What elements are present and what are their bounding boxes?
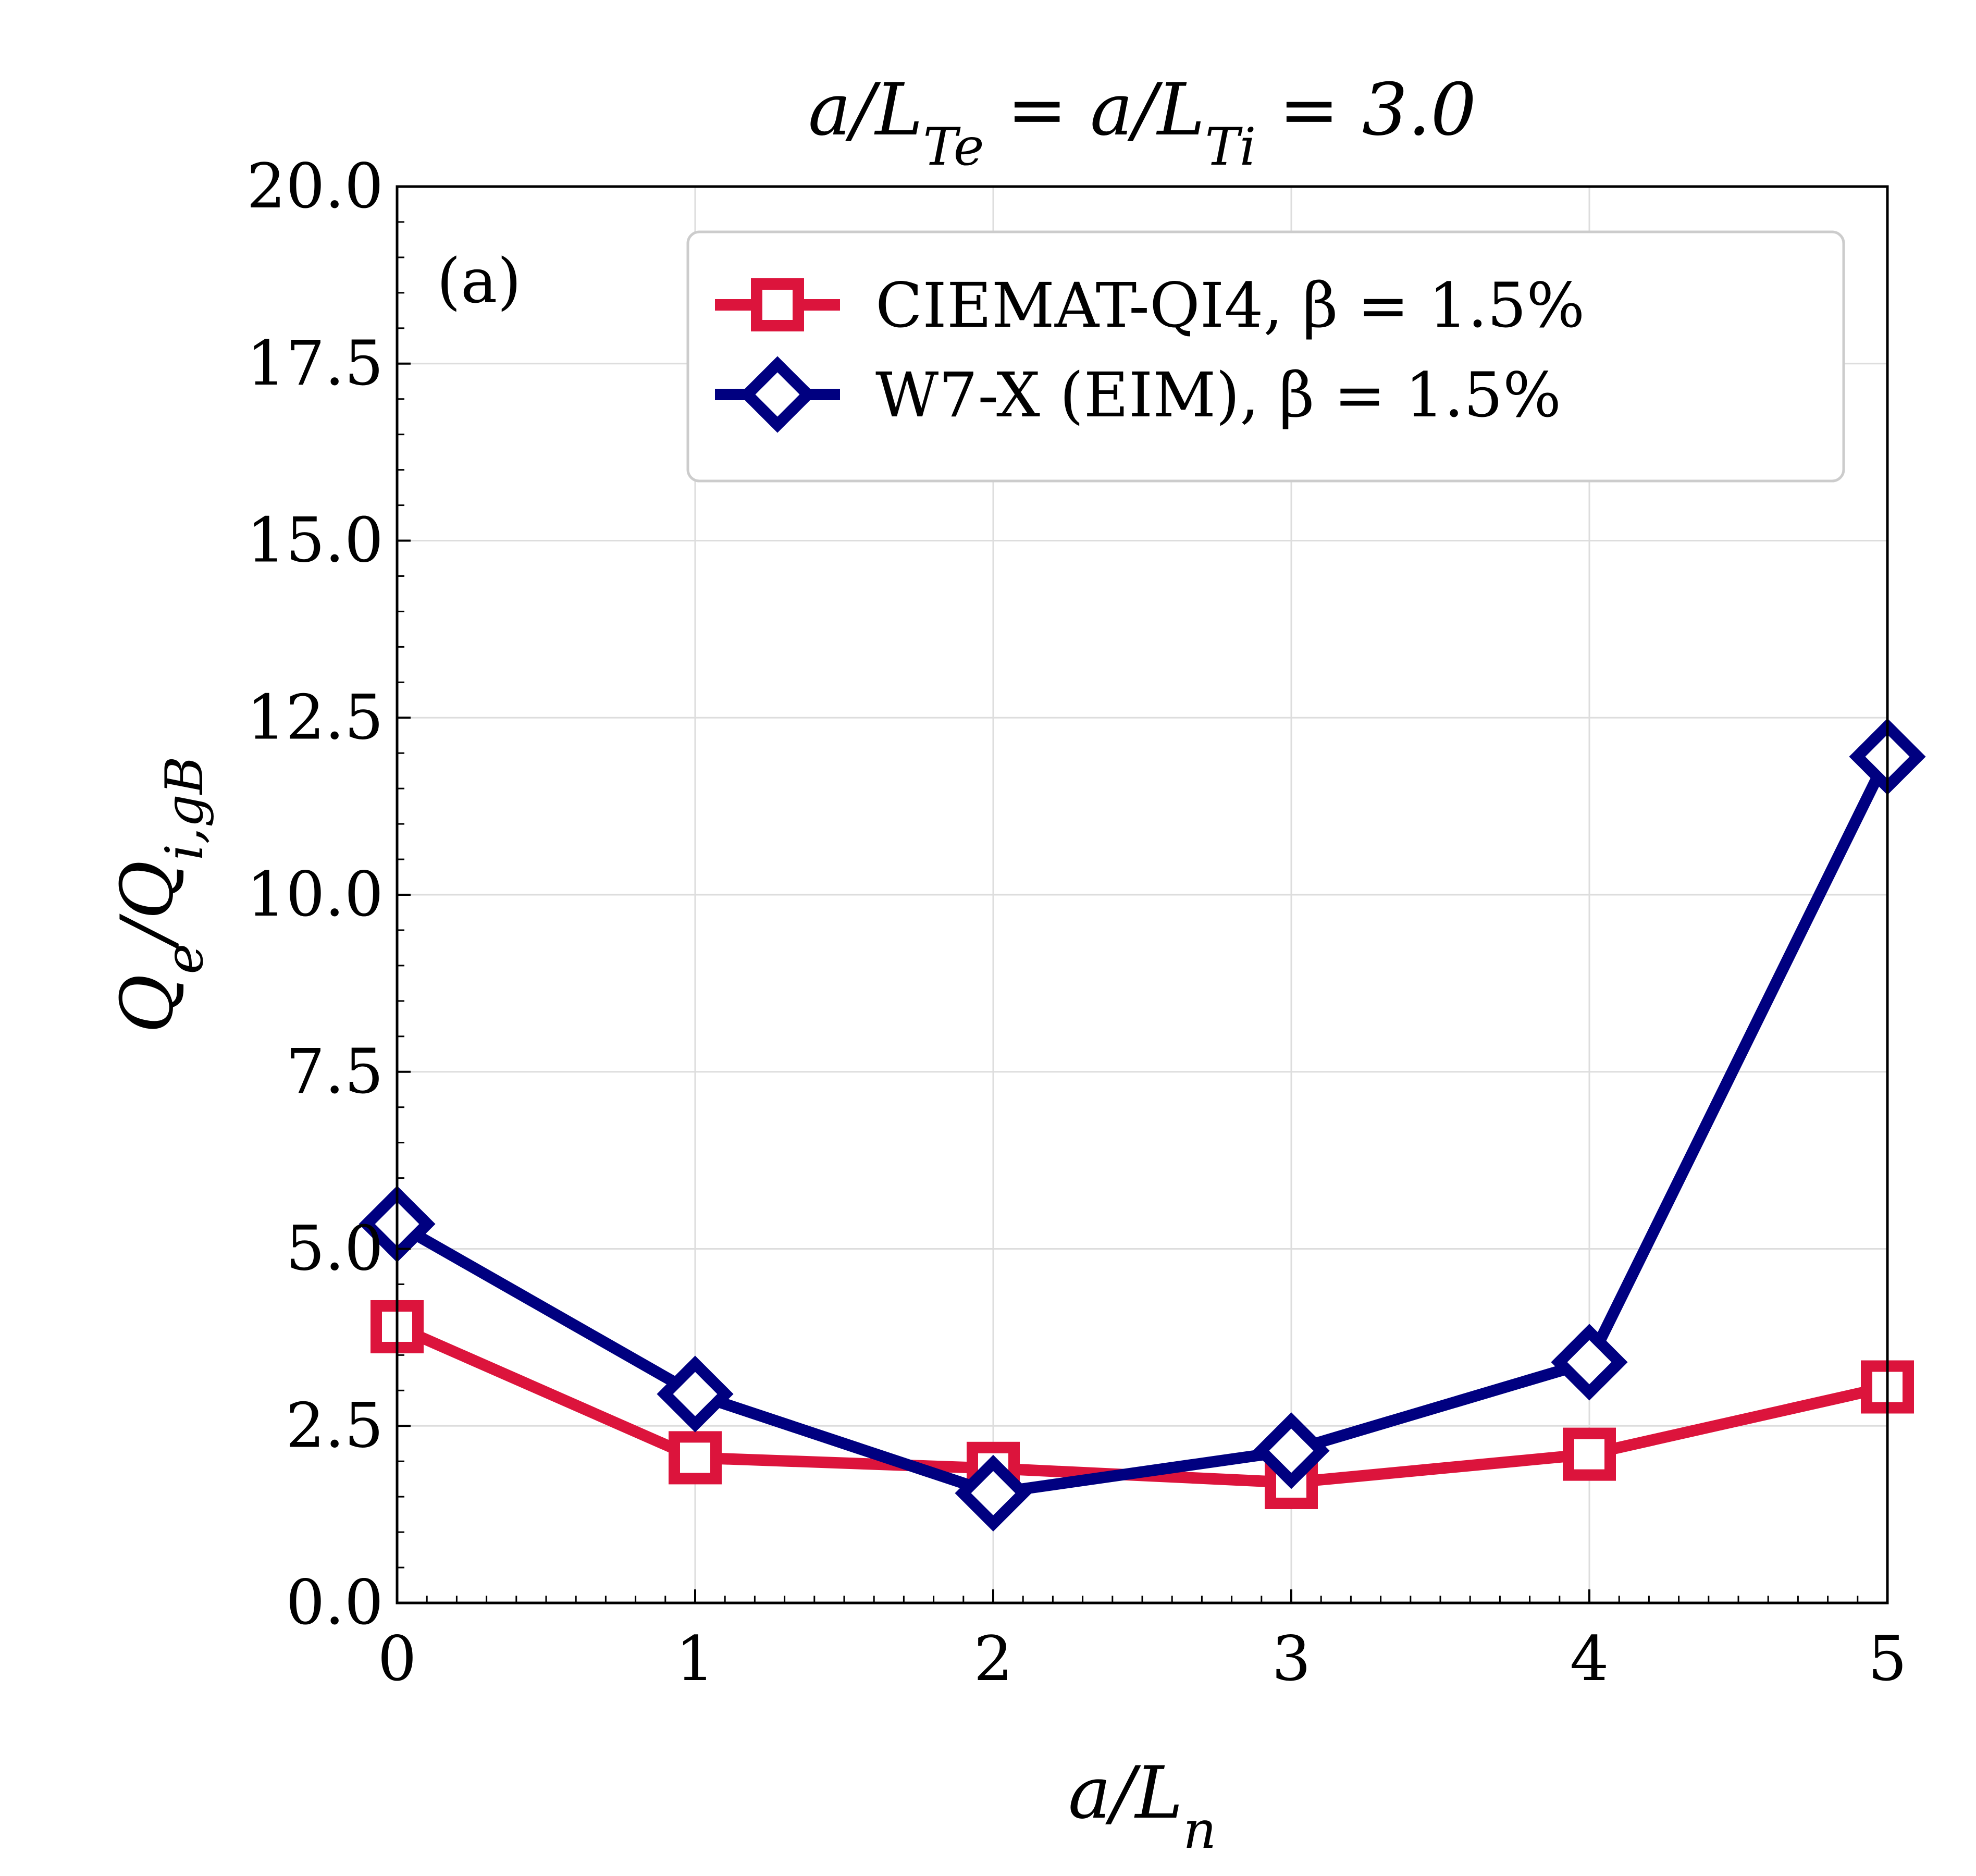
square-marker [1563, 1427, 1616, 1481]
x-tick-label: 5 [1868, 1623, 1907, 1695]
series-line [394, 754, 1893, 1499]
legend-box [686, 230, 1845, 483]
panel-label: (a) [437, 245, 521, 317]
legend-items: CIEMAT-QI4, β = 1.5% W7-X (EIM), β = 1.5% [715, 269, 1585, 433]
legend-item: W7-X (EIM), β = 1.5% [715, 356, 1561, 433]
y-tick-label: 7.5 [286, 1035, 384, 1107]
y-tick-label: 17.5 [246, 327, 384, 399]
x-tick-label: 0 [377, 1623, 416, 1695]
legend-label: CIEMAT-QI4, β = 1.5% [875, 269, 1585, 341]
x-tick-label: 4 [1570, 1623, 1609, 1695]
legend-diamond-marker [739, 356, 816, 433]
x-tick-label: 1 [675, 1623, 714, 1695]
square-marker [669, 1431, 722, 1485]
chart-title: a/LTe = a/LTi = 3.0 [808, 68, 1476, 177]
legend-square-marker [751, 278, 804, 331]
legend-item: CIEMAT-QI4, β = 1.5% [715, 269, 1585, 341]
legend-label: W7-X (EIM), β = 1.5% [875, 359, 1561, 431]
diamond-marker [657, 1355, 734, 1433]
series-layer [359, 718, 1926, 1532]
diamond-marker [1253, 1412, 1330, 1489]
y-tick-label: 0.0 [286, 1566, 384, 1638]
diamond-marker [955, 1454, 1032, 1532]
x-tick-label: 3 [1271, 1623, 1311, 1695]
diamond-marker [1551, 1324, 1628, 1401]
tick-labels: 0 1 2 3 4 5 0.0 2.5 5.0 7.5 10.0 12.5 15.0 17.5 20.0 [246, 150, 1907, 1695]
x-tick-label: 2 [973, 1623, 1012, 1695]
y-tick-label: 2.5 [286, 1389, 384, 1461]
y-tick-label: 15.0 [246, 504, 384, 576]
x-axis-label: a/Ln [1068, 1751, 1216, 1860]
y-tick-label: 10.0 [246, 858, 384, 930]
y-tick-label: 12.5 [246, 681, 384, 753]
y-tick-label: 5.0 [286, 1213, 384, 1285]
legend: CIEMAT-QI4, β = 1.5% W7-X (EIM), β = 1.5% [686, 230, 1845, 483]
y-tick-label: 20.0 [246, 150, 384, 222]
series-diamond [359, 718, 1926, 1532]
y-axis-label: Qe/Qi,gB [105, 756, 215, 1033]
major-ticks [396, 186, 1888, 1604]
